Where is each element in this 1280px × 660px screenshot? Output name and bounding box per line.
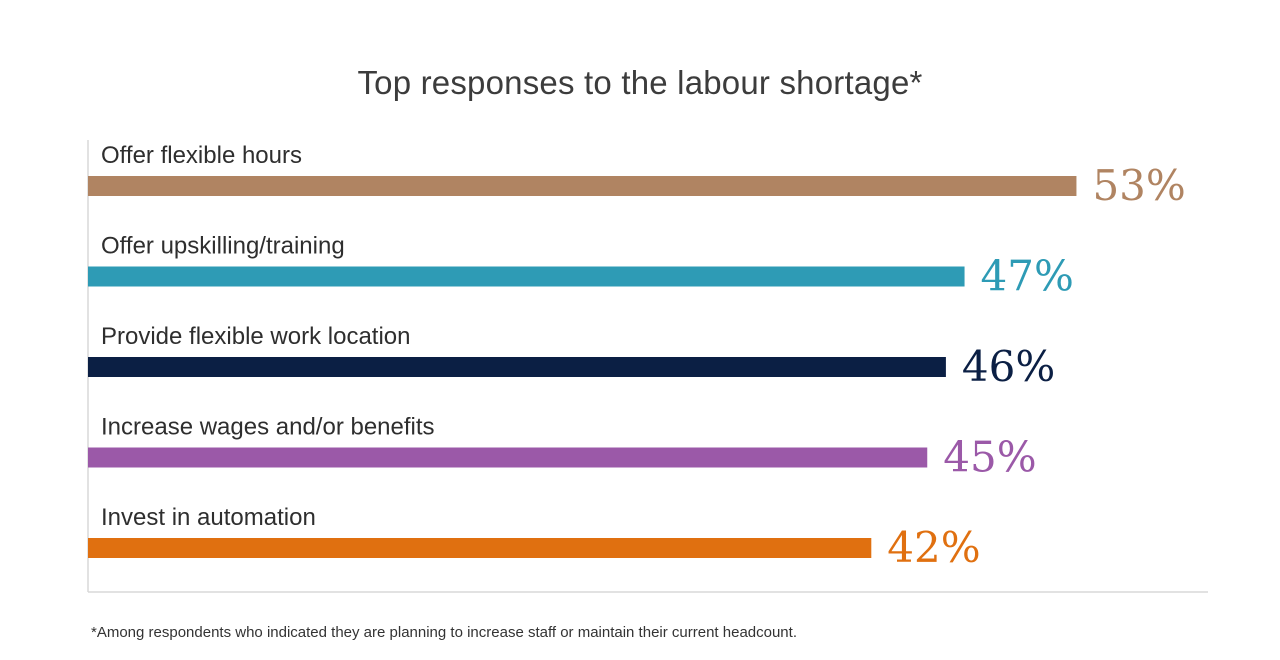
category-label: Invest in automation — [101, 504, 316, 531]
value-label: 45% — [943, 433, 1036, 482]
bar — [88, 266, 965, 287]
value-label: 53% — [1092, 161, 1185, 210]
chart-title: Top responses to the labour shortage* — [357, 64, 923, 101]
category-label: Increase wages and/or benefits — [101, 414, 435, 441]
category-label: Offer flexible hours — [101, 142, 302, 169]
value-label: 47% — [981, 252, 1074, 301]
bar — [88, 357, 946, 377]
value-label: 42% — [887, 523, 980, 572]
bars-group: Offer flexible hours 53% Offer upskilling/… — [88, 142, 1186, 572]
bar — [88, 447, 928, 468]
bar — [88, 176, 1077, 196]
category-label: Provide flexible work location — [101, 323, 410, 350]
category-label: Offer upskilling/training — [101, 233, 345, 260]
bar — [88, 538, 872, 558]
value-label: 46% — [962, 342, 1055, 391]
footnote: *Among respondents who indicated they ar… — [91, 624, 797, 641]
